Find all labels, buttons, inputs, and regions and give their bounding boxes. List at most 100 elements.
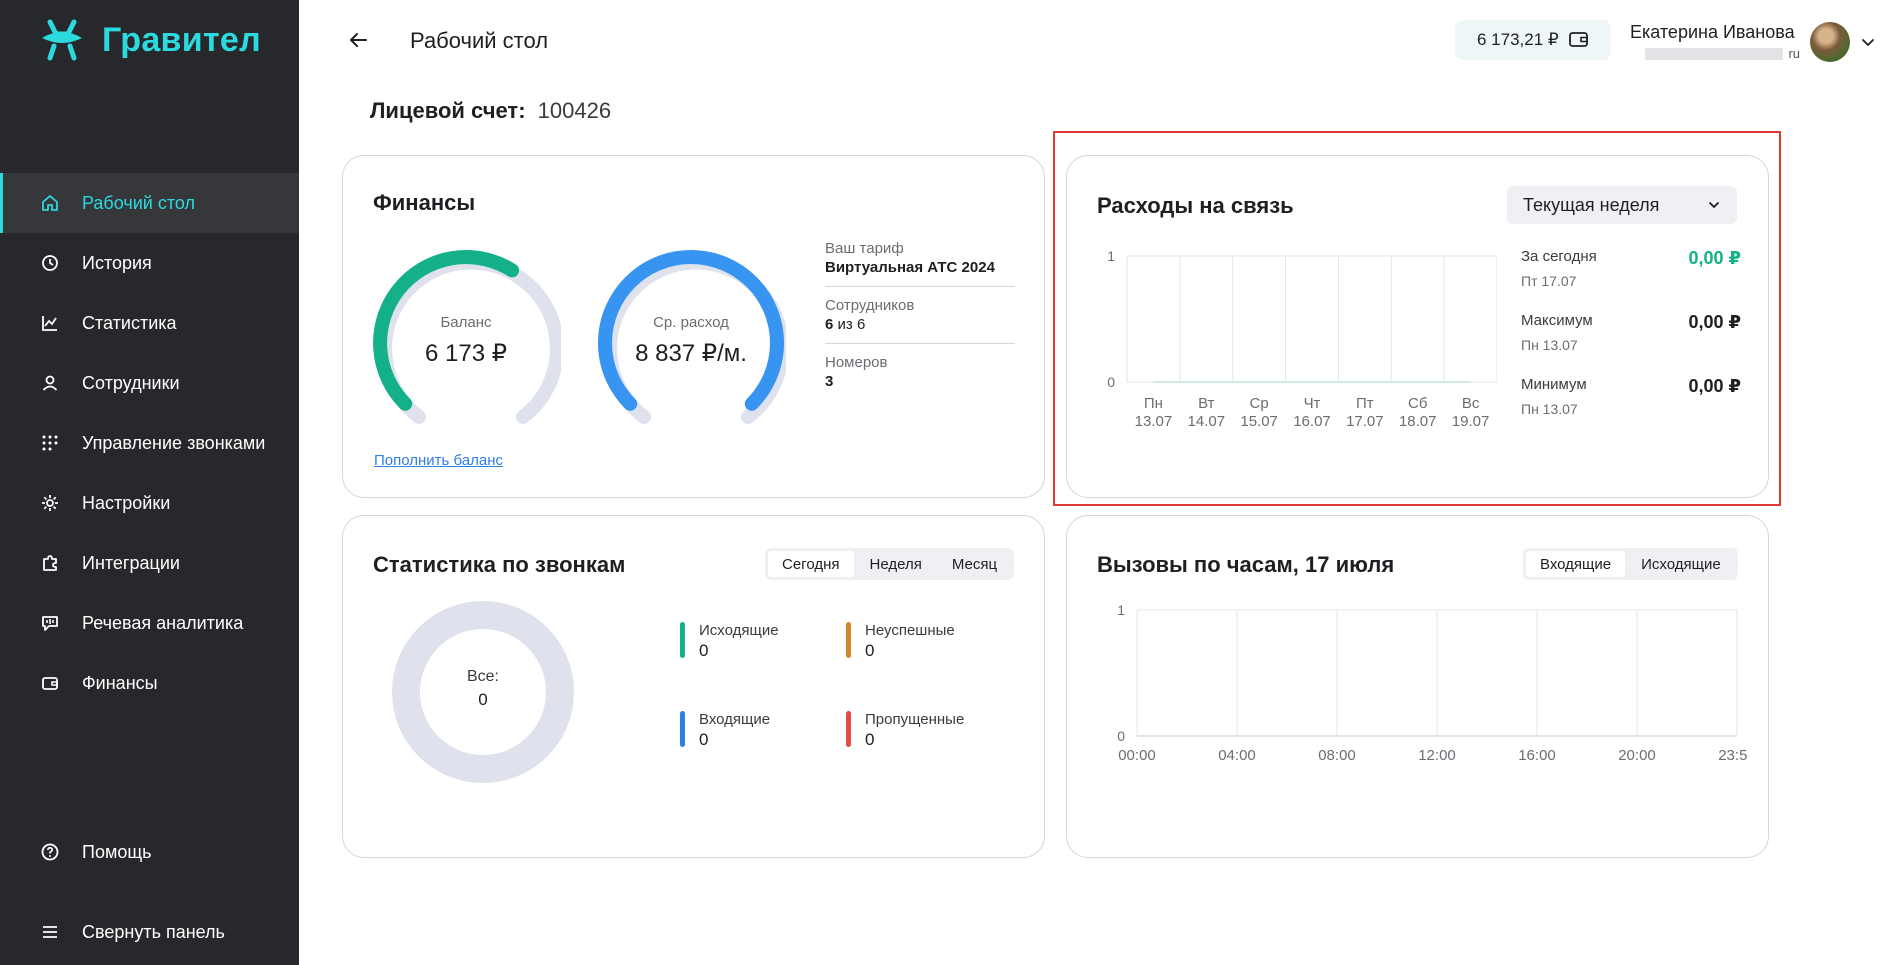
sidebar-item-history[interactable]: История: [0, 233, 299, 293]
avg-expense-label: Ср. расход: [653, 314, 729, 331]
account-number: Лицевой счет: 100426: [370, 98, 611, 124]
max-value: 0,00 ₽: [1688, 312, 1741, 332]
min-date: Пн 13.07: [1521, 401, 1578, 417]
sidebar-item-integrations[interactable]: Интеграции: [0, 533, 299, 593]
tab-incoming[interactable]: Входящие: [1526, 551, 1626, 577]
outgoing-label: Исходящие: [699, 622, 779, 639]
failed-value: 0: [865, 641, 875, 660]
y-tick-label: 0: [1117, 728, 1125, 744]
x-tick-label: 15.07: [1240, 413, 1278, 430]
period-select[interactable]: Текущая неделя: [1507, 186, 1737, 224]
tariff-info: Ваш тариф Виртуальная АТС 2024 Сотрудник…: [825, 240, 1015, 390]
x-tick-label: 16.07: [1293, 413, 1331, 430]
expenses-summary: За сегодня Пт 17.07 0,00 ₽ Максимум Пн 1…: [1521, 248, 1741, 440]
help-button[interactable]: Помощь: [0, 822, 299, 882]
avatar[interactable]: [1810, 22, 1850, 62]
numbers-block: Номеров 3: [825, 344, 1015, 390]
incoming-color-bar: [680, 711, 685, 747]
failed-color-bar: [846, 622, 851, 658]
sidebar: Гравител Рабочий стол История Статистика…: [0, 0, 299, 965]
x-tick-label: 23:59: [1718, 747, 1747, 764]
user-icon: [40, 373, 60, 393]
tab-outgoing[interactable]: Исходящие: [1641, 555, 1721, 573]
gear-icon: [40, 493, 60, 513]
tariff-label: Ваш тариф: [825, 240, 904, 257]
expenses-card: Расходы на связь Текущая неделя 1 0 Пн 13.0…: [1066, 155, 1769, 498]
collapse-label: Свернуть панель: [82, 921, 225, 942]
employees-of: из: [837, 316, 853, 333]
min-value: 0,00 ₽: [1688, 376, 1741, 396]
sidebar-collapse: Свернуть панель: [0, 902, 299, 962]
expenses-title: Расходы на связь: [1097, 193, 1294, 218]
y-tick-label: 1: [1117, 602, 1125, 618]
back-arrow-icon[interactable]: [346, 28, 370, 52]
avg-gauge-text: Ср. расход 8 837 ₽/м.: [596, 314, 786, 368]
legend-failed: Неуспешные 0: [846, 622, 955, 661]
outgoing-color-bar: [680, 622, 685, 658]
min-label: Минимум: [1521, 376, 1587, 393]
sidebar-item-dashboard[interactable]: Рабочий стол: [0, 173, 299, 233]
today-label: За сегодня: [1521, 248, 1597, 265]
email-redacted: [1645, 48, 1783, 60]
x-tick-label: 17.07: [1346, 413, 1384, 430]
y-tick-label: 0: [1107, 374, 1115, 390]
logo-text: Гравител: [102, 20, 262, 59]
sidebar-item-label: Управление звонками: [82, 432, 266, 453]
x-tick-label: 16:00: [1518, 747, 1556, 764]
x-tick-label: Ср: [1250, 395, 1269, 412]
sidebar-item-label: Статистика: [82, 312, 177, 333]
collapse-panel-button[interactable]: Свернуть панель: [0, 902, 299, 962]
topup-balance-link[interactable]: Пополнить баланс: [374, 452, 503, 469]
all-calls-value: 0: [478, 690, 488, 709]
balance-pill[interactable]: 6 173,21 ₽: [1455, 20, 1611, 60]
account-value: 100426: [537, 98, 612, 123]
help-icon: [40, 842, 60, 862]
numbers-value: 3: [825, 373, 834, 390]
missed-label: Пропущенные: [865, 711, 965, 728]
sidebar-item-label: История: [82, 252, 152, 273]
balance-gauge-text: Баланс 6 173 ₽: [371, 314, 561, 368]
sidebar-item-label: Интеграции: [82, 552, 180, 573]
employees-block: Сотрудников 6 из 6: [825, 287, 1015, 344]
chart-icon: [40, 313, 60, 333]
tariff-block: Ваш тариф Виртуальная АТС 2024: [825, 240, 1015, 287]
expenses-chart: 10Пн13.07Вт14.07Ср15.07Чт16.07Пт17.07Сб1…: [1107, 248, 1497, 430]
user-email: ru: [1645, 46, 1800, 61]
hourly-calls-card: Вызовы по часам, 17 июля Входящие Исходя…: [1066, 515, 1769, 858]
avg-expense-gauge: [598, 250, 786, 424]
account-label: Лицевой счет:: [370, 98, 526, 123]
max-row: Максимум Пн 13.07 0,00 ₽: [1521, 312, 1741, 376]
min-row: Минимум Пн 13.07 0,00 ₽: [1521, 376, 1741, 440]
x-tick-label: 12:00: [1418, 747, 1456, 764]
sidebar-item-speech-analytics[interactable]: Речевая аналитика: [0, 593, 299, 653]
balance-gauge-fill: [373, 250, 520, 411]
hourly-title: Вызовы по часам, 17 июля: [1097, 552, 1395, 577]
home-icon: [40, 193, 60, 213]
x-tick-label: 08:00: [1318, 747, 1356, 764]
incoming-label: Входящие: [699, 711, 771, 728]
sidebar-item-statistics[interactable]: Статистика: [0, 293, 299, 353]
max-date: Пн 13.07: [1521, 337, 1578, 353]
period-select-value: Текущая неделя: [1523, 194, 1660, 215]
logo[interactable]: Гравител: [36, 18, 261, 62]
sidebar-item-call-management[interactable]: Управление звонками: [0, 413, 299, 473]
avg-expense-gauge-fill: [598, 250, 784, 411]
user-name[interactable]: Екатерина Иванова: [1630, 22, 1795, 42]
chevron-down-icon[interactable]: [1860, 34, 1876, 50]
menu-icon: [40, 922, 60, 942]
sidebar-item-settings[interactable]: Настройки: [0, 473, 299, 533]
x-tick-label: 18.07: [1399, 413, 1437, 430]
sidebar-item-finance[interactable]: Финансы: [0, 653, 299, 713]
legend-incoming: Входящие 0: [680, 711, 770, 750]
calls-donut-center: Все: 0: [391, 668, 575, 710]
call-stats-title: Статистика по звонкам: [373, 552, 626, 577]
tab-week[interactable]: Неделя: [869, 555, 922, 573]
sidebar-item-employees[interactable]: Сотрудники: [0, 353, 299, 413]
page-title: Рабочий стол: [410, 28, 549, 53]
outgoing-value: 0: [699, 641, 709, 660]
tab-today[interactable]: Сегодня: [768, 551, 854, 577]
history-icon: [40, 253, 60, 273]
legend-outgoing: Исходящие 0: [680, 622, 779, 661]
x-tick-label: 20:00: [1618, 747, 1656, 764]
tab-month[interactable]: Месяц: [951, 555, 998, 573]
